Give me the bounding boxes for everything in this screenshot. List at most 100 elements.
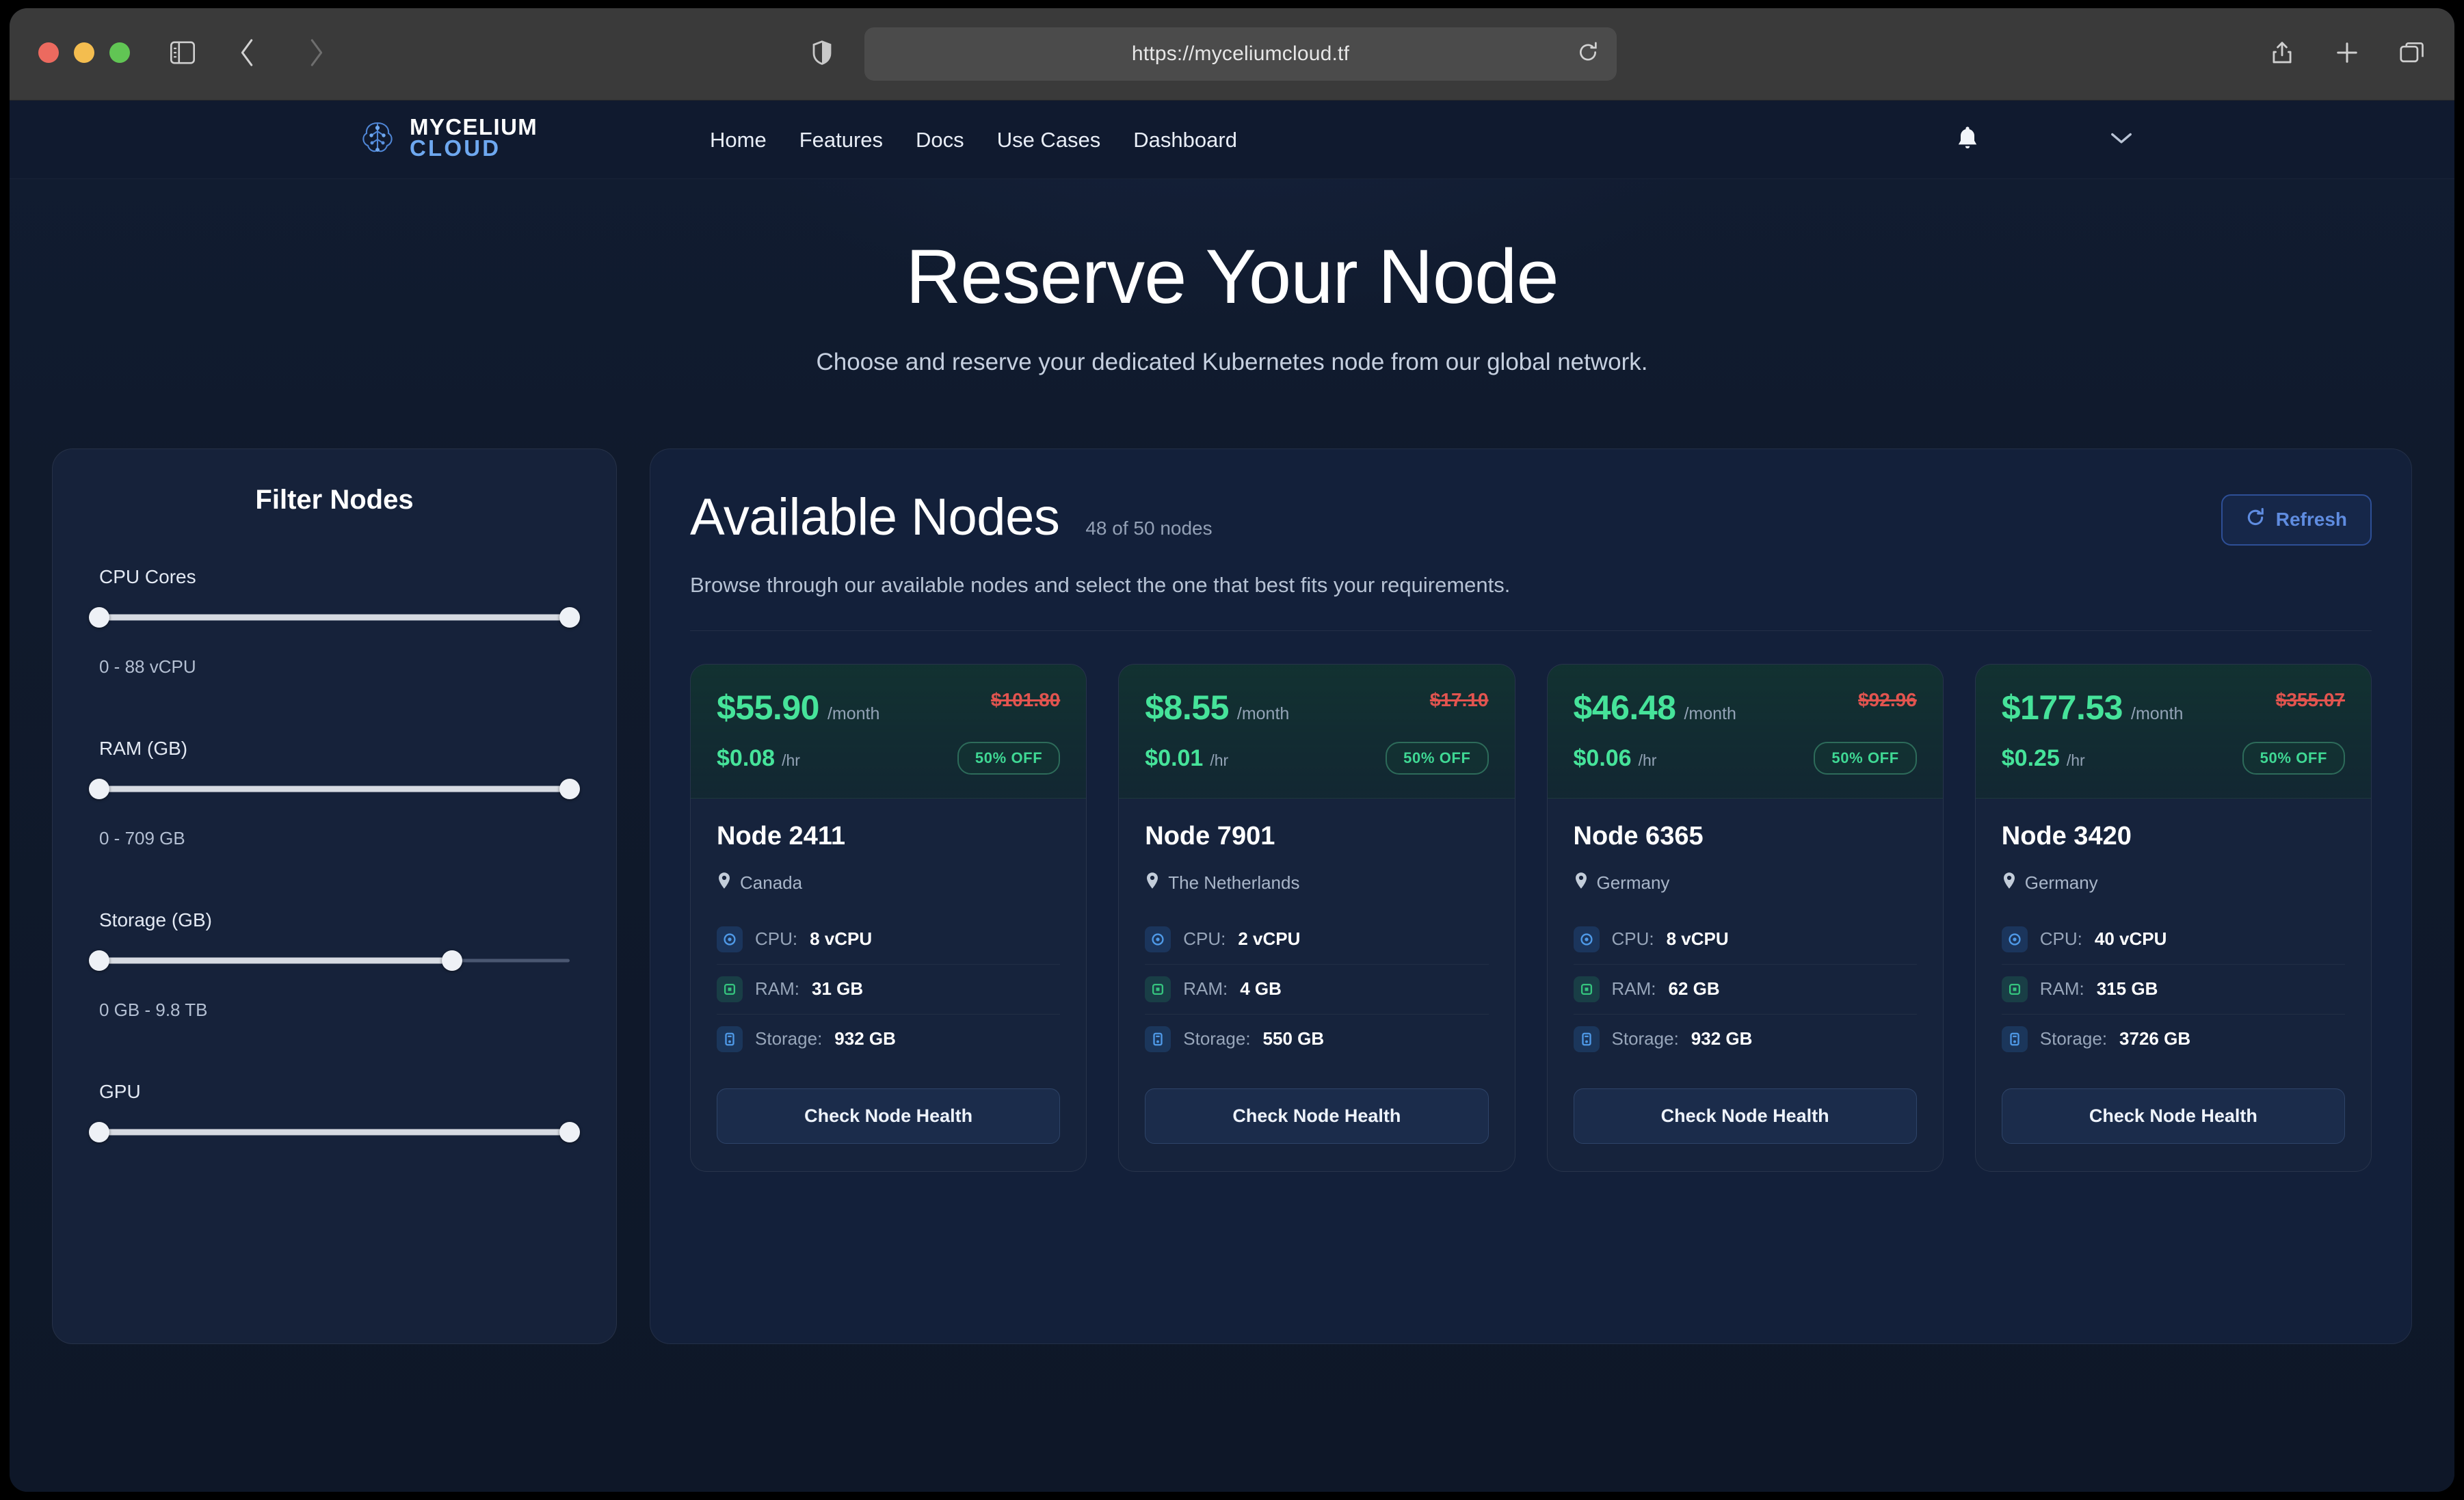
site-logo[interactable]: MYCELIUM CLOUD bbox=[355, 115, 538, 160]
site-header: MYCELIUM CLOUD Home Features Docs Use Ca… bbox=[10, 101, 2454, 179]
slider-thumb-min[interactable] bbox=[89, 1121, 109, 1142]
check-node-health-button[interactable]: Check Node Health bbox=[717, 1088, 1061, 1144]
nav-item-dashboard[interactable]: Dashboard bbox=[1133, 127, 1237, 152]
header-actions bbox=[1955, 101, 2133, 179]
monthly-price-row: $8.55 /month bbox=[1145, 688, 1488, 727]
reload-icon[interactable] bbox=[1577, 42, 1599, 67]
nav-item-use-cases[interactable]: Use Cases bbox=[996, 127, 1101, 152]
ram-range-slider[interactable] bbox=[89, 778, 580, 799]
node-card[interactable]: $8.55 /month $17.10 $0.01 /hr 50% OFF N bbox=[1118, 663, 1515, 1172]
shield-icon[interactable] bbox=[806, 37, 838, 68]
logo-line-mycelium: MYCELIUM bbox=[410, 113, 538, 139]
browser-window: https://myceliumcloud.tf bbox=[10, 8, 2454, 1492]
spec-label-cpu: CPU: bbox=[1183, 928, 1226, 950]
nav-item-features[interactable]: Features bbox=[799, 127, 884, 152]
minimize-window-button[interactable] bbox=[74, 42, 94, 63]
sidebar-toggle-icon[interactable] bbox=[167, 37, 198, 68]
node-card-price-band: $177.53 /month $355.07 $0.25 /hr 50% OFF bbox=[1975, 664, 2371, 799]
logo-line-cloud: CLOUD bbox=[410, 135, 501, 161]
monthly-price: $177.53 bbox=[2001, 688, 2123, 727]
filter-panel: Filter Nodes CPU Cores 0 - 88 vCPU RAM (… bbox=[52, 448, 617, 1344]
tabs-overview-icon[interactable] bbox=[2396, 37, 2428, 68]
slider-thumb-min[interactable] bbox=[89, 950, 109, 971]
cpu-cores-range-slider[interactable] bbox=[89, 606, 580, 628]
spec-value-cpu: 8 vCPU bbox=[1666, 928, 1729, 950]
refresh-icon bbox=[2246, 507, 2265, 532]
slider-thumb-max[interactable] bbox=[559, 1121, 580, 1142]
monthly-price: $46.48 bbox=[1573, 688, 1676, 727]
node-card[interactable]: $177.53 /month $355.07 $0.25 /hr 50% OFF bbox=[1974, 663, 2372, 1172]
check-node-health-button[interactable]: Check Node Health bbox=[1573, 1088, 1917, 1144]
slider-fill bbox=[99, 614, 570, 621]
node-name: Node 7901 bbox=[1145, 821, 1275, 851]
back-arrow-icon[interactable] bbox=[232, 37, 263, 68]
plus-icon[interactable] bbox=[2331, 37, 2363, 68]
notification-bell-icon[interactable] bbox=[1955, 125, 1980, 155]
node-name: Node 3420 bbox=[2001, 821, 2132, 851]
divider bbox=[690, 630, 2372, 631]
node-card-body: Node 7901 The Netherlands bbox=[1119, 799, 1514, 1171]
check-node-health-button[interactable]: Check Node Health bbox=[2001, 1088, 2345, 1144]
spec-value-storage: 932 GB bbox=[1691, 1028, 1753, 1049]
gpu-range-slider[interactable] bbox=[89, 1121, 580, 1142]
monthly-price-row: $177.53 /month bbox=[2002, 688, 2345, 727]
filter-group-ram: RAM (GB) 0 - 709 GB bbox=[89, 738, 580, 849]
node-card-price-band: $55.90 /month $101.80 $0.08 /hr 50% OFF bbox=[691, 664, 1087, 799]
slider-thumb-max[interactable] bbox=[559, 606, 580, 628]
spec-value-ram: 31 GB bbox=[812, 978, 864, 1000]
node-card[interactable]: $55.90 /month $101.80 $0.08 /hr 50% OFF bbox=[690, 663, 1087, 1172]
node-card-body: Node 6365 Germany bbox=[1548, 799, 1943, 1171]
node-location: Canada bbox=[717, 872, 1060, 894]
forward-arrow-icon[interactable] bbox=[300, 37, 332, 68]
hourly-price-row: $0.08 /hr bbox=[717, 745, 1060, 772]
storage-range-slider[interactable] bbox=[89, 950, 570, 971]
ram-icon bbox=[1145, 976, 1171, 1002]
storage-icon bbox=[2001, 1026, 2028, 1052]
filter-group-storage: Storage (GB) 0 GB - 9.8 TB bbox=[89, 909, 570, 1021]
spec-label-cpu: CPU: bbox=[1611, 928, 1654, 950]
node-location: Germany bbox=[2002, 872, 2345, 894]
share-icon[interactable] bbox=[2266, 37, 2298, 68]
refresh-button[interactable]: Refresh bbox=[2221, 494, 2372, 546]
page-title: Reserve Your Node bbox=[905, 234, 1559, 319]
url-bar[interactable]: https://myceliumcloud.tf bbox=[864, 27, 1617, 81]
hourly-price: $0.25 bbox=[2001, 745, 2060, 771]
node-location-label: Canada bbox=[740, 872, 803, 893]
slider-thumb-min[interactable] bbox=[89, 606, 109, 628]
hourly-price: $0.08 bbox=[717, 745, 776, 771]
original-price: $355.07 bbox=[2275, 688, 2345, 710]
ram-icon bbox=[717, 976, 743, 1002]
hourly-price-unit: /hr bbox=[1210, 751, 1229, 769]
monthly-price-row: $46.48 /month bbox=[1574, 688, 1917, 727]
discount-badge: 50% OFF bbox=[1814, 741, 1917, 775]
filter-value-ram: 0 - 709 GB bbox=[99, 827, 185, 848]
node-card-body: Node 3420 Germany bbox=[1976, 799, 2371, 1171]
spec-row-cpu: CPU: 2 vCPU bbox=[1145, 915, 1489, 965]
hourly-price-row: $0.06 /hr bbox=[1574, 745, 1917, 772]
spec-value-storage: 932 GB bbox=[834, 1028, 896, 1049]
location-pin-icon bbox=[717, 872, 732, 894]
spec-row-storage: Storage: 932 GB bbox=[1573, 1015, 1917, 1064]
chevron-down-icon[interactable] bbox=[2110, 131, 2133, 149]
check-node-health-button[interactable]: Check Node Health bbox=[1145, 1088, 1489, 1144]
slider-thumb-min[interactable] bbox=[89, 778, 109, 799]
filter-group-gpu: GPU bbox=[89, 1081, 580, 1142]
maximize-window-button[interactable] bbox=[109, 42, 130, 63]
location-pin-icon bbox=[1145, 872, 1160, 894]
cpu-icon bbox=[1573, 926, 1600, 952]
nodes-panel-description: Browse through our available nodes and s… bbox=[690, 572, 1511, 597]
url-text: https://myceliumcloud.tf bbox=[1131, 42, 1350, 65]
slider-thumb-max[interactable] bbox=[442, 950, 462, 971]
spec-row-cpu: CPU: 8 vCPU bbox=[717, 915, 1061, 965]
node-card-price-band: $8.55 /month $17.10 $0.01 /hr 50% OFF bbox=[1119, 664, 1515, 799]
refresh-button-label: Refresh bbox=[2275, 509, 2347, 531]
node-spec-list: CPU: 8 vCPU RAM: 31 GB bbox=[717, 915, 1061, 1064]
nodes-panel-title: Available Nodes bbox=[690, 487, 1060, 546]
spec-row-storage: Storage: 3726 GB bbox=[2001, 1015, 2345, 1064]
nav-item-home[interactable]: Home bbox=[710, 127, 767, 152]
slider-thumb-max[interactable] bbox=[559, 778, 580, 799]
nav-item-docs[interactable]: Docs bbox=[916, 127, 964, 152]
hourly-price-row: $0.25 /hr bbox=[2002, 745, 2345, 772]
node-card[interactable]: $46.48 /month $92.96 $0.06 /hr 50% OFF bbox=[1546, 663, 1944, 1172]
close-window-button[interactable] bbox=[38, 42, 59, 63]
